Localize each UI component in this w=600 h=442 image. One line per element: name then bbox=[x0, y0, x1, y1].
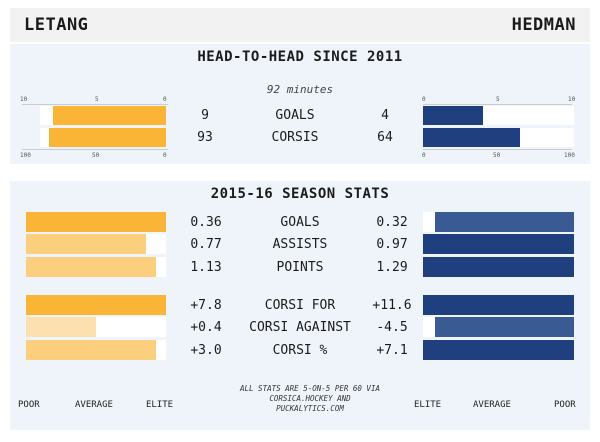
season-left-bar-track bbox=[26, 317, 166, 337]
season-left-bar-track bbox=[26, 234, 166, 254]
season-stat-label: GOALS bbox=[280, 215, 320, 230]
h2h-left-bar-track bbox=[40, 128, 166, 147]
tick-left-top-1: 5 bbox=[95, 96, 99, 103]
tick-left-bottom-0: 100 bbox=[20, 152, 31, 159]
h2h-left-bar-track bbox=[40, 106, 166, 125]
season-stat-label: ASSISTS bbox=[272, 237, 328, 252]
season-left-value: 0.77 bbox=[190, 237, 222, 252]
season-right-value: +11.6 bbox=[372, 298, 412, 313]
season-stat-label: CORSI % bbox=[272, 343, 328, 358]
h2h-left-bar bbox=[48, 128, 166, 147]
season-right-bar-track bbox=[423, 257, 574, 277]
season-stats-panel: 2015-16 SEASON STATS 0.36 GOALS 0.32 0.77 AS… bbox=[10, 181, 590, 430]
season-right-value: 1.29 bbox=[376, 260, 408, 275]
season-left-bar-track bbox=[26, 257, 166, 277]
season-right-value: 0.32 bbox=[376, 215, 408, 230]
scale-right-average: AVERAGE bbox=[473, 400, 511, 410]
season-right-bar bbox=[423, 295, 574, 315]
season-right-bar bbox=[435, 317, 574, 337]
season-right-value: 0.97 bbox=[376, 237, 408, 252]
season-right-value: -4.5 bbox=[376, 320, 408, 335]
season-right-value: +7.1 bbox=[376, 343, 408, 358]
season-left-bar bbox=[26, 234, 147, 254]
season-stat-label: CORSI FOR bbox=[264, 298, 336, 313]
season-right-bar-track bbox=[423, 234, 574, 254]
h2h-right-bar bbox=[423, 106, 484, 125]
scale-right-poor: POOR bbox=[554, 400, 576, 410]
season-right-bar-track bbox=[423, 212, 574, 232]
season-left-value: +0.4 bbox=[190, 320, 222, 335]
head-to-head-panel: HEAD-TO-HEAD SINCE 2011 92 minutes 10 5 … bbox=[10, 44, 590, 164]
h2h-stat-label: CORSIS bbox=[271, 130, 319, 145]
axis-line-left-bottom bbox=[22, 149, 168, 150]
tick-left-bottom-1: 50 bbox=[92, 152, 100, 159]
h2h-stat-label: GOALS bbox=[275, 108, 315, 123]
h2h-right-value: 64 bbox=[377, 130, 393, 145]
scale-right-elite: ELITE bbox=[414, 400, 442, 410]
season-left-bar-track bbox=[26, 295, 166, 315]
season-left-value: +3.0 bbox=[190, 343, 222, 358]
season-left-bar-track bbox=[26, 212, 166, 232]
tick-right-top-1: 5 bbox=[496, 96, 500, 103]
axis-line-left-top bbox=[22, 104, 168, 105]
tick-right-bottom-2: 100 bbox=[564, 152, 575, 159]
h2h-left-value: 9 bbox=[201, 108, 209, 123]
season-left-bar-track bbox=[26, 340, 166, 360]
season-left-value: 1.13 bbox=[190, 260, 222, 275]
season-left-bar bbox=[26, 317, 96, 337]
scale-left-average: AVERAGE bbox=[75, 400, 113, 410]
tick-right-bottom-1: 50 bbox=[493, 152, 501, 159]
h2h-right-bar-track bbox=[423, 106, 574, 125]
season-left-bar bbox=[26, 257, 157, 277]
h2h-left-bar bbox=[52, 106, 166, 125]
season-left-bar bbox=[26, 212, 166, 232]
scale-left-elite: ELITE bbox=[146, 400, 174, 410]
season-stat-label: POINTS bbox=[276, 260, 324, 275]
tick-right-bottom-0: 0 bbox=[422, 152, 426, 159]
tick-right-top-2: 10 bbox=[568, 96, 576, 103]
source-note: ALL STATS ARE 5-ON-5 PER 60 VIA CORSICA.… bbox=[240, 384, 380, 413]
season-right-bar bbox=[423, 340, 574, 360]
season-left-bar bbox=[26, 340, 157, 360]
season-right-bar bbox=[423, 257, 574, 277]
season-right-bar-track bbox=[423, 295, 574, 315]
scale-left-poor: POOR bbox=[18, 400, 40, 410]
season-right-bar-track bbox=[423, 317, 574, 337]
season-right-bar-track bbox=[423, 340, 574, 360]
axis-line-right-bottom bbox=[423, 149, 572, 150]
season-right-bar bbox=[435, 212, 574, 232]
h2h-left-value: 93 bbox=[197, 130, 213, 145]
season-left-value: 0.36 bbox=[190, 215, 222, 230]
head-to-head-title: HEAD-TO-HEAD SINCE 2011 bbox=[197, 49, 403, 65]
tick-left-top-0: 10 bbox=[20, 96, 28, 103]
season-right-bar bbox=[423, 234, 574, 254]
season-left-value: +7.8 bbox=[190, 298, 222, 313]
tick-right-top-0: 0 bbox=[422, 96, 426, 103]
h2h-right-bar bbox=[423, 128, 520, 147]
player-name-right: HEDMAN bbox=[511, 15, 576, 35]
season-stats-title: 2015-16 SEASON STATS bbox=[210, 186, 390, 202]
tick-left-bottom-2: 0 bbox=[163, 152, 167, 159]
head-to-head-subtitle: 92 minutes bbox=[266, 83, 334, 96]
season-left-bar bbox=[26, 295, 166, 315]
player-name-left: LETANG bbox=[24, 15, 89, 35]
tick-left-top-2: 0 bbox=[163, 96, 167, 103]
h2h-right-value: 4 bbox=[381, 108, 389, 123]
header-bar: LETANG HEDMAN bbox=[10, 8, 590, 42]
season-stat-label: CORSI AGAINST bbox=[249, 320, 351, 335]
axis-line-right-top bbox=[423, 104, 572, 105]
h2h-right-bar-track bbox=[423, 128, 574, 147]
